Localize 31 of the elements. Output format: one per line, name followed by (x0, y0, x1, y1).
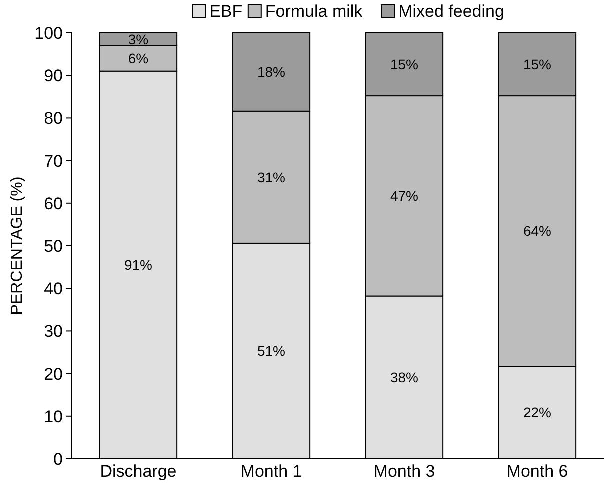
data-label: 64% (523, 223, 552, 240)
x-tick-label: Month 3 (374, 462, 436, 481)
data-label: 18% (257, 64, 286, 80)
data-label: 38% (390, 370, 419, 386)
y-tick-label: 50 (44, 236, 63, 256)
data-label: 3% (128, 31, 149, 48)
legend-label: EBF (210, 2, 243, 21)
x-tick-label: Month 1 (240, 462, 302, 481)
y-tick-label: 60 (44, 194, 63, 214)
y-tick-label: 100 (34, 24, 63, 43)
data-label: 22% (523, 404, 552, 421)
y-tick-label: 40 (44, 280, 63, 299)
y-tick-label: 80 (44, 109, 63, 128)
y-tick-label: 70 (44, 152, 63, 171)
y-tick-label: 10 (44, 407, 63, 426)
y-axis-title: PERCENTAGE (%) (9, 176, 26, 316)
x-tick-label: Discharge (100, 462, 177, 481)
data-label: 15% (390, 56, 419, 72)
data-label: 6% (128, 50, 149, 66)
data-label: 91% (124, 257, 153, 274)
y-tick-label: 20 (44, 364, 63, 384)
legend-label: Mixed feeding (398, 2, 504, 21)
data-label: 31% (257, 169, 286, 186)
legend-label: Formula milk (265, 2, 364, 21)
data-label: 47% (390, 188, 419, 204)
y-tick-label: 90 (44, 66, 63, 86)
data-label: 15% (523, 56, 552, 72)
x-tick-label: Month 6 (506, 462, 568, 481)
y-tick-label: 0 (54, 450, 63, 469)
y-tick-label: 30 (44, 322, 63, 342)
data-label: 51% (257, 343, 286, 360)
